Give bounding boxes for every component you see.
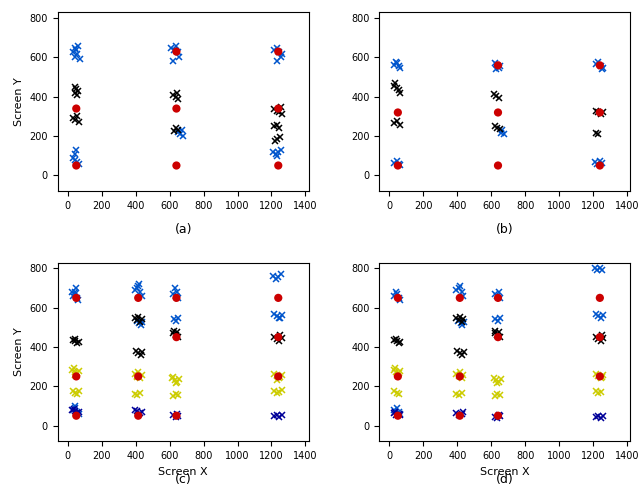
X-axis label: Screen X: Screen X bbox=[159, 466, 208, 477]
Point bbox=[393, 162, 403, 170]
Point bbox=[493, 162, 503, 170]
Point bbox=[595, 108, 605, 116]
Point bbox=[595, 294, 605, 302]
Point bbox=[133, 373, 143, 381]
Point bbox=[273, 294, 284, 302]
Point bbox=[133, 294, 143, 302]
Point bbox=[393, 373, 403, 381]
Point bbox=[172, 412, 182, 420]
Point bbox=[172, 162, 182, 170]
Y-axis label: Screen Y: Screen Y bbox=[14, 327, 24, 376]
Point bbox=[493, 412, 503, 420]
Point bbox=[493, 333, 503, 341]
Point bbox=[595, 162, 605, 170]
Point bbox=[172, 105, 182, 112]
Point bbox=[595, 373, 605, 381]
Point bbox=[493, 108, 503, 116]
Text: (b): (b) bbox=[496, 223, 513, 236]
Point bbox=[595, 333, 605, 341]
Point bbox=[393, 294, 403, 302]
Y-axis label: Screen Y: Screen Y bbox=[14, 77, 24, 126]
Point bbox=[454, 412, 465, 420]
Point bbox=[493, 294, 503, 302]
Point bbox=[133, 412, 143, 420]
Text: (c): (c) bbox=[175, 473, 191, 487]
Point bbox=[71, 105, 81, 112]
Text: (a): (a) bbox=[175, 223, 192, 236]
Point bbox=[71, 162, 81, 170]
Point bbox=[493, 62, 503, 70]
Point bbox=[273, 48, 284, 56]
X-axis label: Screen X: Screen X bbox=[480, 466, 529, 477]
Point bbox=[273, 373, 284, 381]
Point bbox=[172, 333, 182, 341]
Point bbox=[273, 162, 284, 170]
Point bbox=[71, 412, 81, 420]
Point bbox=[273, 105, 284, 112]
Point bbox=[454, 294, 465, 302]
Text: (d): (d) bbox=[496, 473, 514, 487]
Point bbox=[393, 412, 403, 420]
Point bbox=[393, 108, 403, 116]
Point bbox=[172, 48, 182, 56]
Point bbox=[273, 333, 284, 341]
Point bbox=[71, 373, 81, 381]
Point bbox=[71, 294, 81, 302]
Point bbox=[595, 62, 605, 70]
Point bbox=[454, 373, 465, 381]
Point bbox=[172, 294, 182, 302]
